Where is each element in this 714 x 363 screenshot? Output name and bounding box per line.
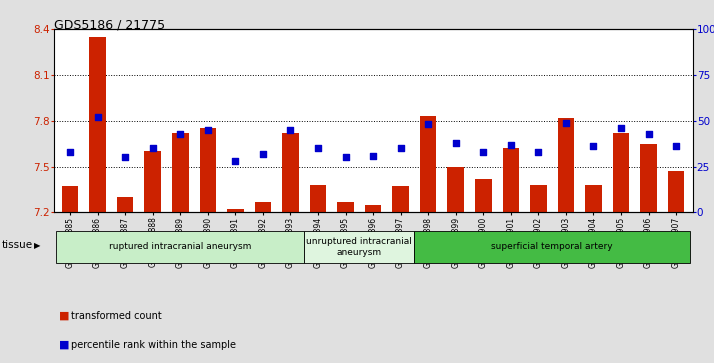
Text: ▶: ▶ [34, 241, 41, 249]
Text: tissue: tissue [2, 240, 34, 250]
Text: unruptured intracranial
aneurysm: unruptured intracranial aneurysm [306, 237, 412, 257]
Point [64, 149, 76, 155]
Bar [558, 118, 574, 212]
Bar [503, 148, 519, 212]
Point [119, 155, 131, 160]
Bar [144, 151, 161, 212]
Point [450, 140, 461, 146]
Point [423, 122, 434, 127]
Point [92, 114, 104, 120]
Text: superficial temporal artery: superficial temporal artery [491, 242, 613, 251]
Text: GDS5186 / 21775: GDS5186 / 21775 [54, 18, 165, 31]
Text: ■: ■ [59, 311, 69, 321]
Point [340, 155, 351, 160]
Point [174, 131, 186, 136]
Text: ■: ■ [59, 340, 69, 350]
Bar [304, 231, 414, 263]
Point [202, 127, 213, 133]
Point [285, 127, 296, 133]
Point [312, 145, 323, 151]
Point [367, 152, 378, 158]
Text: transformed count: transformed count [71, 311, 162, 321]
Bar [172, 133, 188, 212]
Bar [282, 133, 298, 212]
Bar [56, 231, 304, 263]
Point [588, 143, 599, 149]
Point [147, 145, 159, 151]
Point [560, 120, 572, 126]
Bar [530, 185, 547, 212]
Point [395, 145, 406, 151]
Bar [640, 144, 657, 212]
Bar [585, 185, 602, 212]
Bar [337, 202, 353, 212]
Point [257, 151, 268, 156]
Bar [475, 179, 491, 212]
Bar [89, 37, 106, 212]
Point [478, 149, 489, 155]
Point [615, 125, 627, 131]
Bar [420, 116, 436, 212]
Bar [414, 231, 690, 263]
Bar [199, 129, 216, 212]
Point [670, 143, 682, 149]
Text: ruptured intracranial aneurysm: ruptured intracranial aneurysm [109, 242, 251, 251]
Bar [227, 209, 243, 212]
Point [505, 142, 516, 147]
Bar [613, 133, 629, 212]
Bar [310, 185, 326, 212]
Bar [365, 205, 381, 212]
Text: percentile rank within the sample: percentile rank within the sample [71, 340, 236, 350]
Point [643, 131, 654, 136]
Bar [255, 202, 271, 212]
Bar [62, 186, 79, 212]
Bar [117, 197, 134, 212]
Bar [448, 167, 464, 212]
Bar [668, 171, 684, 212]
Point [230, 158, 241, 164]
Bar [393, 186, 409, 212]
Point [533, 149, 544, 155]
